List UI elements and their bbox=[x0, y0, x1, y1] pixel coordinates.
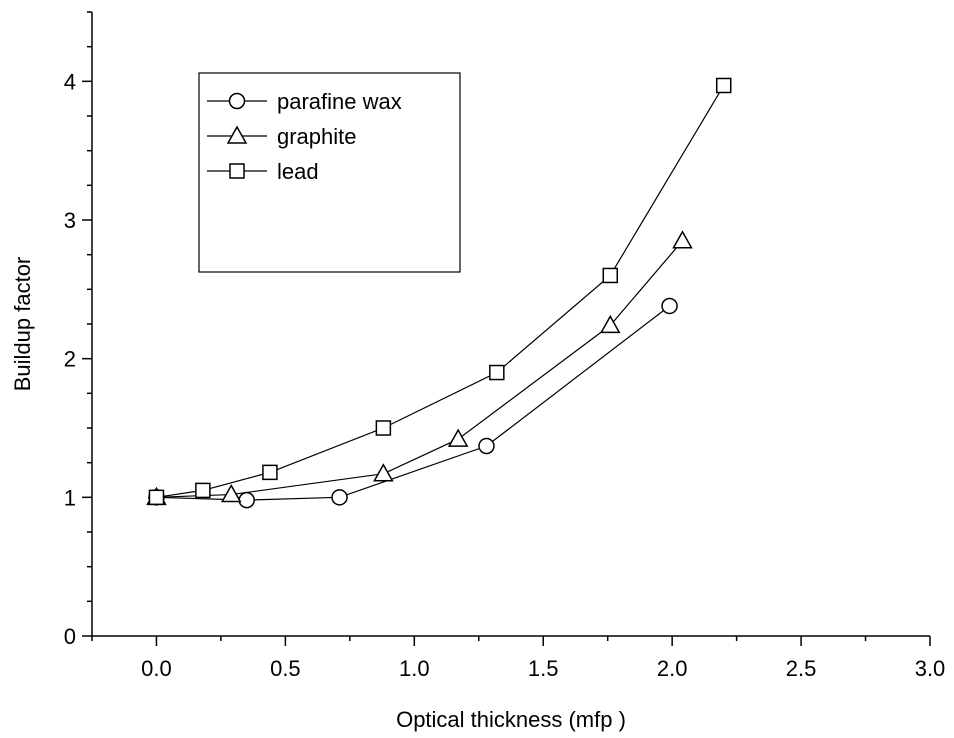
data-point-parafine-wax bbox=[331, 489, 348, 506]
data-point-graphite bbox=[373, 463, 394, 482]
legend-label-graphite: graphite bbox=[277, 124, 357, 149]
legend-marker-lead bbox=[229, 163, 245, 179]
x-tick-label: 1.5 bbox=[528, 656, 559, 681]
data-point-lead bbox=[195, 482, 211, 499]
legend-item-parafine-wax: parafine wax bbox=[207, 89, 402, 114]
data-point-graphite bbox=[220, 484, 242, 503]
y-tick-label: 1 bbox=[64, 485, 76, 510]
y-tick-label: 0 bbox=[64, 624, 76, 649]
x-tick-label: 3.0 bbox=[915, 656, 946, 681]
x-tick-label: 0.0 bbox=[141, 656, 172, 681]
data-point-graphite bbox=[599, 314, 621, 334]
data-point-graphite bbox=[447, 428, 469, 447]
data-point-graphite bbox=[672, 230, 693, 249]
series-line-parafine-wax bbox=[156, 305, 670, 501]
data-point-lead bbox=[602, 267, 619, 284]
x-tick-label: 2.5 bbox=[786, 656, 817, 681]
y-axis-title: Buildup factor bbox=[10, 257, 35, 392]
y-tick-label: 4 bbox=[64, 69, 76, 94]
legend-item-lead: lead bbox=[207, 159, 319, 184]
legend-label-lead: lead bbox=[277, 159, 319, 184]
legend: parafine wax graphite lead bbox=[198, 72, 461, 273]
series-parafine-wax bbox=[148, 297, 678, 509]
x-tick-label: 0.5 bbox=[270, 656, 301, 681]
legend-items: parafine wax graphite lead bbox=[207, 89, 402, 184]
data-point-parafine-wax bbox=[661, 297, 678, 315]
data-point-parafine-wax bbox=[478, 437, 495, 455]
legend-marker-graphite bbox=[226, 125, 248, 144]
data-point-lead bbox=[715, 77, 732, 94]
y-tick-label: 3 bbox=[64, 208, 76, 233]
data-point-lead bbox=[262, 464, 278, 481]
legend-marker-parafine-wax bbox=[228, 92, 246, 110]
data-point-lead bbox=[375, 420, 392, 436]
y-tick-label: 2 bbox=[64, 347, 76, 372]
series-line-graphite bbox=[156, 240, 683, 498]
legend-label-parafine-wax: parafine wax bbox=[277, 89, 402, 114]
series-lead bbox=[148, 77, 732, 506]
data-point-lead bbox=[489, 364, 505, 381]
x-axis-ticks: 0.0 0.5 1.0 1.5 2.0 2.5 3.0 bbox=[91, 636, 946, 681]
plot-area: 0 1 2 3 4 0.0 0.5 1.0 1.5 2.0 2.5 3.0 bbox=[64, 11, 946, 681]
data-point-lead bbox=[148, 489, 165, 506]
y-axis-ticks: 0 1 2 3 4 bbox=[64, 11, 92, 649]
x-tick-label: 2.0 bbox=[657, 656, 688, 681]
x-axis-title: Optical thickness (mfp ) bbox=[396, 707, 626, 732]
legend-item-graphite: graphite bbox=[207, 124, 357, 149]
series-layer bbox=[146, 77, 732, 509]
data-point-parafine-wax bbox=[238, 491, 255, 509]
x-tick-label: 1.0 bbox=[399, 656, 430, 681]
